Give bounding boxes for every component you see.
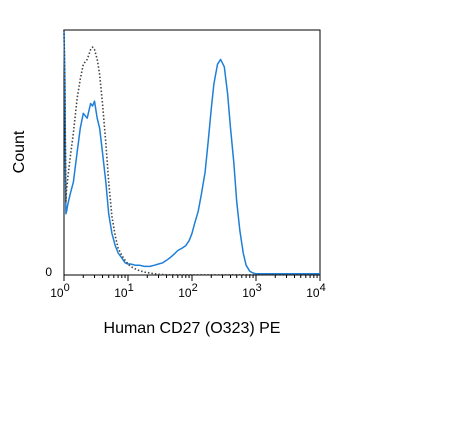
- x-tick-label: 104: [306, 282, 325, 300]
- y-axis-ticks: 0: [45, 265, 52, 279]
- x-tick-label: 101: [114, 282, 133, 300]
- x-axis-title: Human CD27 (O323) PE: [104, 320, 281, 337]
- x-axis-ticks: 100 101 102 103 104: [50, 275, 326, 300]
- y-axis-title: Count: [11, 130, 28, 173]
- series-group: [63, 29, 320, 276]
- x-tick-label: 100: [50, 282, 69, 300]
- series-line-1: [63, 29, 320, 275]
- y-tick-label: 0: [45, 265, 52, 279]
- x-tick-label: 103: [242, 282, 261, 300]
- x-tick-label: 102: [178, 282, 197, 300]
